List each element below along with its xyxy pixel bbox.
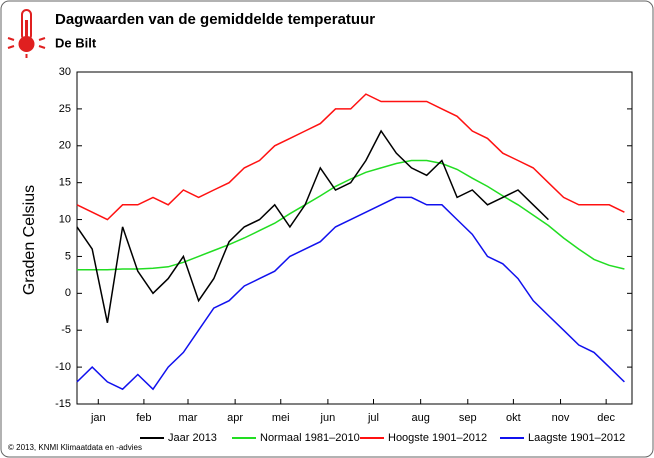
series-line [76, 93, 625, 221]
legend-label: Hoogste 1901–2012 [388, 432, 487, 444]
y-tick-label: 25 [59, 103, 71, 115]
x-tick-label: mar [179, 412, 198, 424]
legend-label: Laagste 1901–2012 [528, 432, 625, 444]
x-tick-label: jan [90, 412, 106, 424]
x-tick-label: feb [136, 412, 151, 424]
y-tick-label: 10 [59, 213, 71, 225]
y-tick-label: 30 [59, 66, 71, 78]
y-tick-label: 5 [65, 250, 71, 262]
y-tick-label: -5 [61, 324, 71, 336]
x-tick-label: dec [597, 412, 615, 424]
thermometer-icon [7, 9, 46, 58]
y-tick-label: 0 [65, 287, 71, 299]
y-tick-label: -10 [55, 361, 71, 373]
series-line [77, 159, 625, 271]
chart-subtitle: De Bilt [55, 35, 97, 50]
x-tick-label: aug [411, 412, 429, 424]
y-tick-label: 20 [59, 140, 71, 152]
y-tick-label: -15 [55, 398, 71, 410]
x-tick-label: okt [506, 412, 521, 424]
chart-title: Dagwaarden van de gemiddelde temperatuur [55, 11, 375, 28]
legend-label: Jaar 2013 [168, 432, 217, 444]
x-tick-label: nov [552, 412, 570, 424]
y-tick-label: 15 [59, 177, 71, 189]
y-axis-label: Graden Celsius [21, 185, 38, 295]
footer: © 2013, KNMI Klimaatdata en -advies [8, 443, 142, 452]
series-line [76, 129, 549, 323]
x-tick-label: apr [227, 412, 243, 424]
legend-label: Normaal 1981–2010 [260, 432, 360, 444]
x-tick-label: jul [367, 412, 379, 424]
series-line [76, 196, 625, 391]
x-tick-label: mei [272, 412, 290, 424]
x-tick-label: jun [320, 412, 336, 424]
x-tick-label: sep [459, 412, 477, 424]
plot-frame [76, 71, 633, 405]
